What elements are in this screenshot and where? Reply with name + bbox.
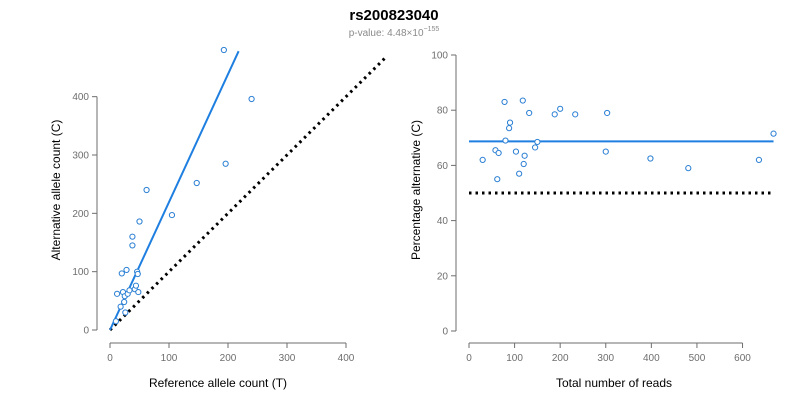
data-point [126,287,133,294]
data-point [121,298,128,306]
y-tick-label: 0 [442,327,448,338]
data-point [512,148,520,155]
x-tick-label: 200 [552,353,569,364]
y-axis-label: Alternative allele count (C) [49,120,63,261]
data-point [122,309,129,316]
percentage-alternative-panel: 0 100 200 300 400 500 600 0 20 40 60 80 100 Total num… [409,51,777,390]
data-point [516,170,523,177]
data-point [534,138,541,146]
x-tick-label: 400 [643,353,660,364]
y-tick-label: 100 [72,267,89,278]
data-point [501,98,508,106]
pvalue-prefix: p-value: 4.48×10 [349,28,424,39]
y-axis-label: Percentage alternative (C) [409,120,423,260]
data-point [222,160,229,167]
data-point [132,282,140,289]
data-point [113,290,121,297]
data-point [685,165,692,172]
data-point [129,242,136,249]
data-point [136,218,143,225]
data-point [647,155,654,162]
chart-title: rs200823040 [349,7,438,24]
data-point [532,144,539,151]
data-point [143,186,150,194]
data-point [118,270,125,277]
data-point [494,176,501,183]
allele-count-scatter-panel: 0 100 200 300 400 0 100 200 300 400 Reference alle… [49,46,389,390]
x-axis-label: Reference allele count (T) [149,376,287,390]
data-point [551,111,558,118]
x-tick-label: 300 [279,353,296,364]
data-point [193,179,200,187]
data-point [755,156,763,163]
data-point [479,156,486,163]
reference-line [108,54,389,332]
x-tick-label: 100 [161,353,178,364]
data-point [502,137,509,144]
x-tick-label: 300 [597,353,614,364]
data-point [248,95,255,103]
data-point [602,148,609,155]
data-point [526,109,533,117]
y-tick-label: 100 [431,51,448,62]
chart-subtitle: p-value: 4.48×10−155 [349,26,440,39]
fit-line [109,50,240,331]
data-point [112,318,120,325]
x-tick-label: 0 [107,353,113,364]
y-tick-label: 80 [437,106,449,117]
data-point [520,160,527,168]
data-point [168,211,176,219]
data-point [770,130,777,137]
x-tick-label: 500 [689,353,706,364]
pvalue-exponent: −155 [424,26,440,33]
x-axis-label: Total number of reads [556,376,672,390]
x-tick-label: 600 [734,353,751,364]
data-point [117,303,124,310]
x-tick-label: 0 [466,353,472,364]
data-point [572,111,579,118]
data-point [604,109,611,117]
data-point [135,288,142,296]
data-point [521,152,528,159]
y-tick-label: 60 [437,161,449,172]
y-tick-label: 200 [72,209,89,220]
x-tick-label: 100 [506,353,523,364]
data-point [506,119,514,126]
data-point [495,149,502,157]
data-point [129,233,136,240]
data-point [220,46,227,54]
y-tick-label: 40 [437,216,449,227]
data-point [134,270,141,278]
y-tick-label: 20 [437,271,449,282]
x-tick-label: 200 [220,353,237,364]
y-tick-label: 0 [83,326,89,337]
x-tick-label: 400 [338,353,355,364]
data-point [123,266,130,274]
y-tick-label: 400 [72,92,89,103]
data-point [519,97,526,104]
y-tick-label: 300 [72,151,89,162]
data-point [557,105,564,112]
data-point [506,125,513,132]
